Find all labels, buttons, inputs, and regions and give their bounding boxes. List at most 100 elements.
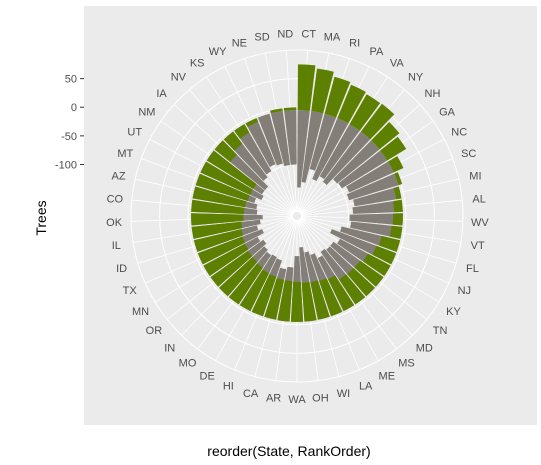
bar-green-NY [360, 103, 395, 140]
bar-green-WV [392, 213, 403, 226]
bar-grey-VA [319, 124, 360, 180]
category-label: MS [398, 358, 415, 370]
category-label: CO [107, 193, 124, 205]
bar-green-NJ [372, 245, 397, 265]
bar-green-GA [380, 136, 407, 161]
category-label: IA [156, 88, 167, 100]
category-label: OK [106, 217, 123, 229]
category-label: GA [439, 106, 456, 118]
bar-grey-ND [284, 110, 297, 165]
bars [191, 64, 407, 322]
bar-green-IL [191, 221, 243, 239]
category-label: AL [472, 193, 485, 205]
category-label: WA [288, 394, 306, 406]
category-label: WY [209, 46, 227, 58]
bar-green-CA [264, 278, 285, 320]
category-label: NJ [458, 285, 471, 297]
category-label: IL [112, 240, 121, 252]
category-label: NC [451, 126, 467, 138]
bar-green-SD [270, 108, 283, 114]
bar-green-MO [228, 263, 263, 305]
bar-grey-VT [350, 221, 403, 239]
category-label: OR [146, 325, 163, 337]
bar-green-TX [197, 236, 246, 265]
category-label: NH [425, 88, 441, 100]
bar-grey-MA [301, 111, 324, 183]
bar-grey-AL [352, 199, 403, 214]
bar-green-LA [319, 278, 343, 317]
category-label: WV [471, 217, 489, 229]
category-label: AR [266, 392, 281, 404]
bar-grey-SD [270, 111, 291, 167]
bar-green-VT [389, 225, 403, 239]
category-label: SC [461, 148, 476, 160]
category-label: AZ [112, 170, 126, 182]
bar-green-MD [347, 267, 375, 297]
y-axis-title: Trees [33, 200, 49, 235]
bar-grey-WY [245, 118, 276, 167]
bar-green-PA [337, 84, 366, 124]
y-tick-label: 0 [71, 102, 77, 114]
category-label: MN [132, 306, 149, 318]
category-label: WI [337, 388, 350, 400]
category-label: MT [117, 148, 133, 160]
bar-grey-NY [322, 131, 371, 185]
bar-grey-MI [353, 186, 402, 207]
bar-green-KY [363, 253, 391, 277]
bar-grey-RI [309, 113, 337, 171]
bar-green-OK [191, 213, 244, 226]
bar-grey-NH [333, 140, 380, 184]
bar-green-OR [210, 250, 253, 287]
category-label: CT [301, 28, 316, 40]
category-label: CA [243, 388, 259, 400]
category-label: MO [179, 358, 197, 370]
bar-grey-KS [234, 124, 272, 175]
bar-green-ME [327, 275, 355, 312]
bar-grey-NC [346, 161, 394, 193]
category-label: KY [446, 306, 461, 318]
category-label: KS [190, 58, 205, 70]
bar-green-MA [311, 68, 334, 114]
bar-green-MN [203, 243, 249, 277]
bar-green-NM [206, 150, 257, 190]
bar-grey-PA [312, 118, 349, 181]
category-label: DE [200, 370, 215, 382]
x-axis-title: reorder(State, RankOrder) [207, 443, 370, 459]
bar-green-OH [301, 281, 317, 322]
category-label: ID [116, 263, 127, 275]
category-label: NY [408, 72, 424, 84]
bar-green-ID [193, 229, 244, 252]
category-label: HI [223, 381, 234, 393]
category-label: ME [379, 370, 396, 382]
category-label: RI [349, 37, 360, 49]
category-label: OH [312, 392, 329, 404]
category-label: TN [433, 325, 448, 337]
category-label: SD [254, 31, 269, 43]
category-label: PA [369, 46, 384, 58]
bar-green-WA [290, 281, 304, 322]
bar-green-IN [219, 257, 258, 297]
category-label: VT [471, 240, 485, 252]
category-label: NE [232, 37, 247, 49]
bar-green-MT [195, 173, 250, 202]
category-label: NV [171, 72, 187, 84]
bar-green-ND [283, 107, 297, 111]
bar-green-AZ [192, 186, 247, 208]
bar-green-NC [387, 156, 404, 173]
y-tick-label: -50 [61, 131, 77, 143]
bar-green-WY [245, 118, 259, 127]
bar-green-SC [394, 172, 403, 186]
bar-green-RI [324, 76, 351, 118]
bar-green-AR [277, 280, 293, 322]
category-label: MI [469, 170, 481, 182]
y-axis-ticks: 50 0 -50 -100 [55, 74, 84, 171]
bar-grey-WV [349, 213, 403, 226]
bar-grey-GA [338, 150, 388, 189]
bar-green-TN [354, 260, 384, 287]
category-label: UT [127, 126, 142, 138]
bar-green-VA [349, 94, 381, 131]
bar-grey-NE [257, 113, 283, 166]
category-label: FL [466, 263, 479, 275]
